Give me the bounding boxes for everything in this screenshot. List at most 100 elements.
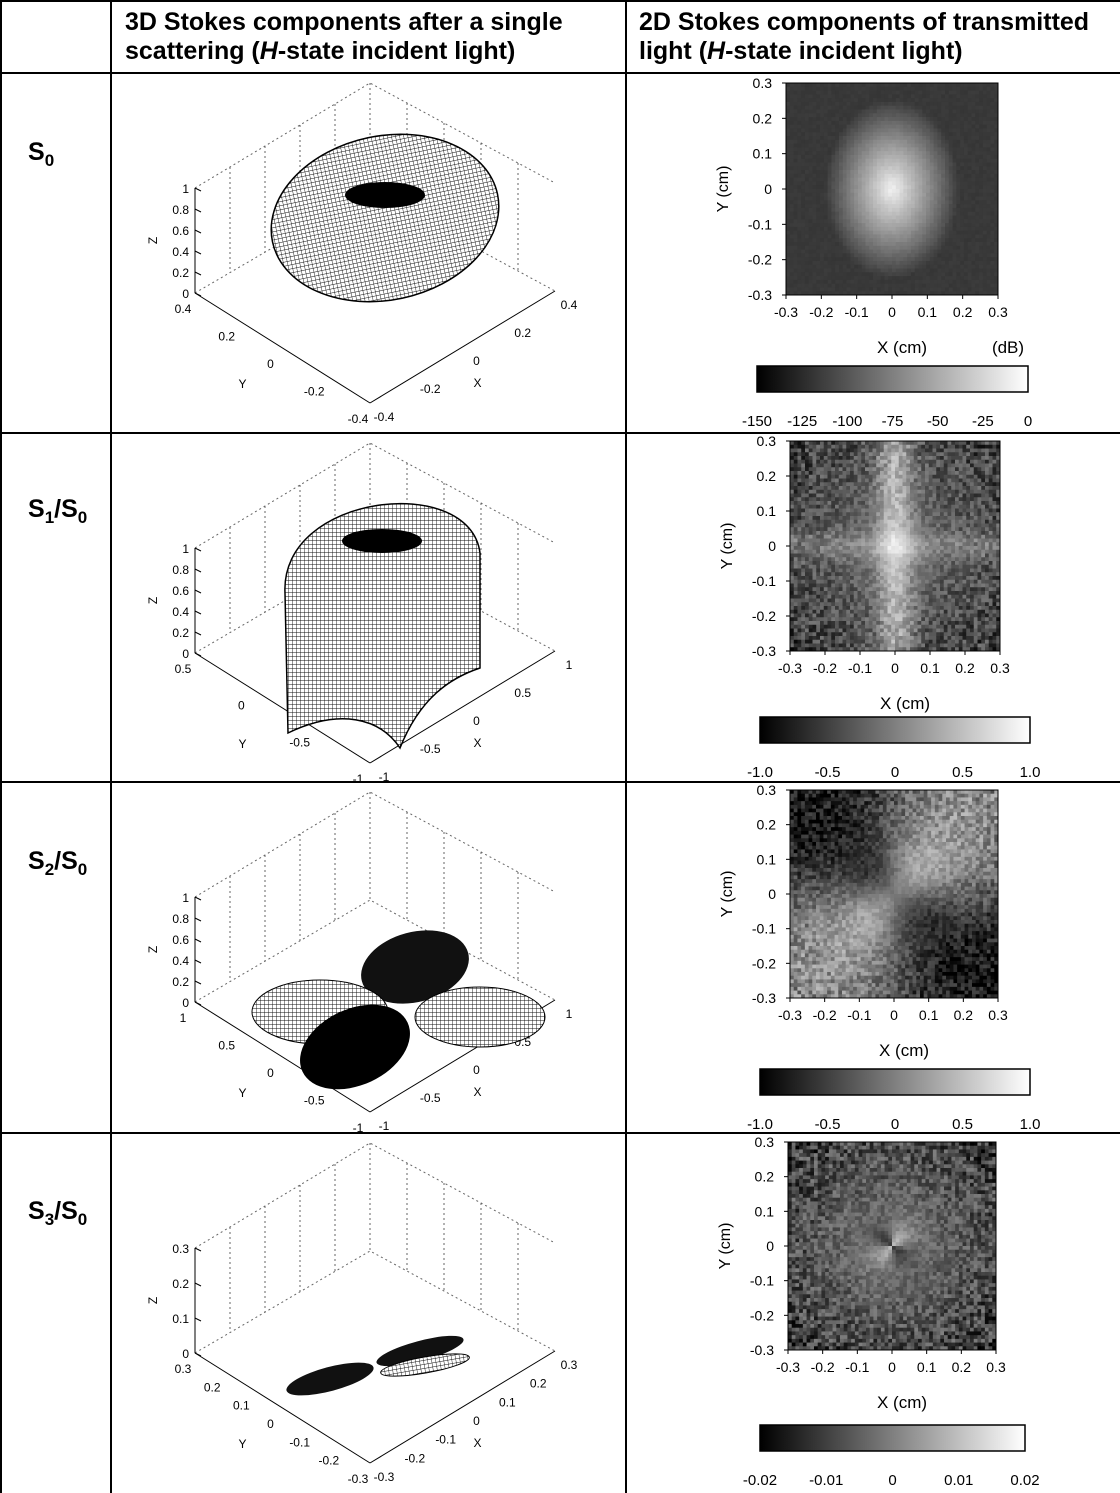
map-pixel xyxy=(952,219,957,224)
map-pixel xyxy=(926,181,931,186)
map-pixel xyxy=(865,519,870,524)
map-pixel xyxy=(804,226,810,232)
map-pixel xyxy=(892,192,897,197)
map-pixel xyxy=(971,200,976,205)
map-pixel xyxy=(838,444,843,449)
map-pixel xyxy=(888,279,893,285)
map-pixel xyxy=(820,204,825,209)
map-pixel xyxy=(895,196,900,201)
map-pixel xyxy=(820,128,825,133)
map-pixel xyxy=(805,621,810,626)
map-pixel xyxy=(887,531,892,536)
map-pixel xyxy=(812,200,817,205)
map-pixel xyxy=(865,512,870,517)
map-pixel xyxy=(914,223,919,228)
map-pixel xyxy=(812,128,817,133)
map-pixel xyxy=(797,147,802,152)
map-pixel xyxy=(820,606,825,611)
map-pixel xyxy=(891,643,896,648)
map-pixel xyxy=(835,482,840,487)
map-pixel xyxy=(842,162,847,167)
map-pixel xyxy=(873,276,878,281)
map-pixel xyxy=(827,268,832,273)
map-pixel xyxy=(797,583,802,588)
map-pixel xyxy=(899,226,904,232)
map-pixel xyxy=(831,249,836,254)
map-pixel xyxy=(846,452,851,457)
map-pixel xyxy=(918,257,923,262)
map-pixel xyxy=(990,105,995,110)
map-pixel xyxy=(827,471,832,476)
map-pixel xyxy=(816,101,821,107)
map-pixel xyxy=(820,628,825,633)
map-pixel xyxy=(899,264,904,269)
map-pixel xyxy=(820,101,825,107)
map-pixel xyxy=(884,177,889,182)
map-pixel xyxy=(956,242,961,247)
map-pixel xyxy=(831,177,836,182)
map-pixel xyxy=(975,192,980,197)
map-pixel xyxy=(797,489,802,494)
map-pixel xyxy=(880,189,885,194)
map-pixel xyxy=(793,643,798,648)
map-pixel xyxy=(865,463,870,468)
map-pixel xyxy=(979,272,984,277)
map-pixel xyxy=(918,211,923,216)
map-pixel xyxy=(982,211,988,216)
map-pixel xyxy=(883,546,888,551)
map-pixel xyxy=(883,583,888,588)
map-pixel xyxy=(857,143,863,148)
map-pixel xyxy=(895,120,900,126)
map-pixel xyxy=(979,83,984,88)
map-pixel xyxy=(914,238,919,243)
map-pixel xyxy=(857,257,863,262)
map-pixel xyxy=(838,463,843,468)
map-pixel xyxy=(956,109,961,114)
map-pixel xyxy=(842,512,847,517)
map-pixel xyxy=(922,238,927,243)
map-pixel xyxy=(789,158,794,163)
map-pixel xyxy=(975,94,980,99)
map-pixel xyxy=(868,624,873,629)
map-pixel xyxy=(876,478,881,483)
map-pixel xyxy=(812,238,817,243)
map-pixel xyxy=(994,253,999,258)
map-pixel xyxy=(892,109,897,114)
map-pixel xyxy=(793,283,798,288)
map-pixel xyxy=(823,441,828,446)
map-pixel xyxy=(945,242,950,247)
map-pixel xyxy=(883,478,888,483)
map-pixel xyxy=(857,594,862,599)
map-pixel xyxy=(952,170,957,175)
map-pixel xyxy=(839,234,844,239)
map-pixel xyxy=(906,519,911,524)
map-pixel xyxy=(918,249,923,254)
map-pixel xyxy=(903,128,908,133)
map-pixel xyxy=(865,557,870,562)
map-pixel xyxy=(994,162,999,167)
map-pixel xyxy=(831,471,836,476)
map-pixel xyxy=(853,459,858,464)
map-pixel xyxy=(808,508,813,513)
map-pixel xyxy=(812,459,817,464)
map-pixel xyxy=(850,478,855,483)
map-pixel xyxy=(971,128,976,133)
map-pixel xyxy=(960,196,965,201)
map-pixel xyxy=(790,576,795,581)
map-pixel xyxy=(823,531,828,536)
map-pixel xyxy=(895,489,900,494)
map-pixel xyxy=(861,177,866,182)
map-pixel xyxy=(868,617,873,622)
map-pixel xyxy=(880,234,885,239)
map-pixel xyxy=(835,628,840,633)
map-pixel xyxy=(861,452,866,457)
map-pixel xyxy=(823,527,828,532)
map-pixel xyxy=(820,527,825,532)
map-pixel xyxy=(804,276,810,281)
map-pixel xyxy=(960,287,965,292)
map-pixel xyxy=(835,276,840,281)
map-pixel xyxy=(918,238,923,243)
map-pixel xyxy=(910,139,916,144)
map-pixel xyxy=(873,136,878,141)
map-pixel xyxy=(898,564,903,569)
